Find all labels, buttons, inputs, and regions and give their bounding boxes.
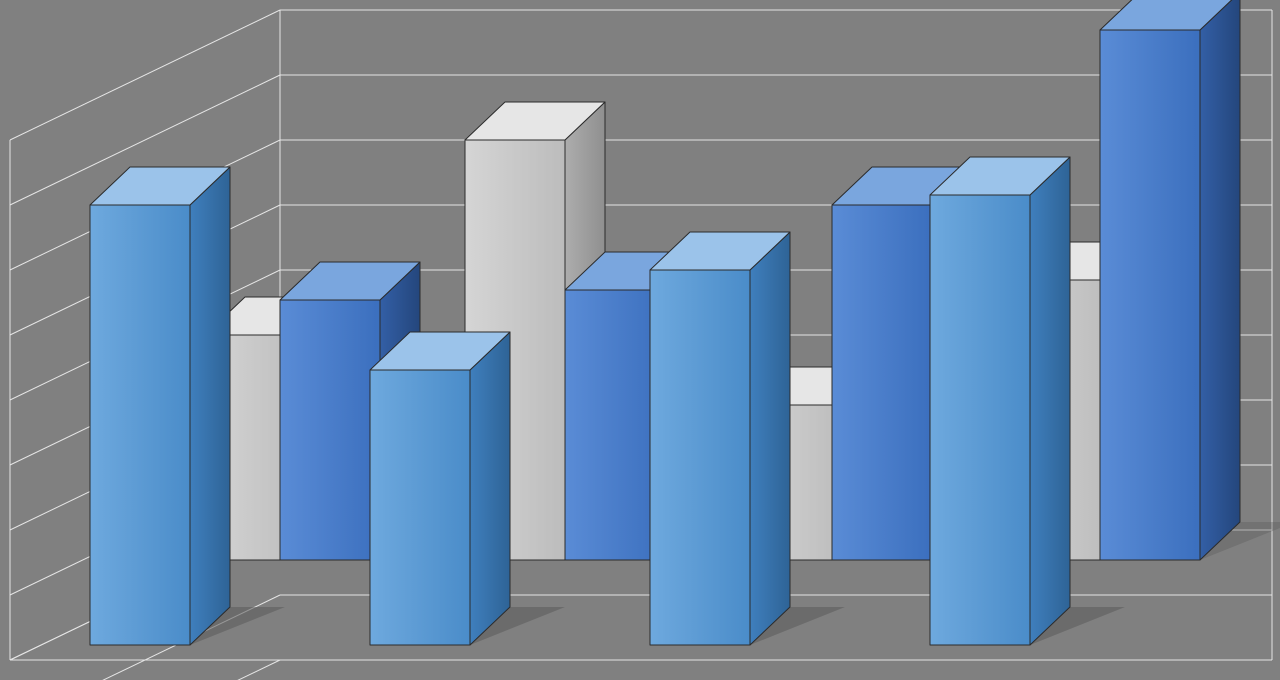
bar-blue_light [370, 332, 510, 645]
bar-blue_deep [1100, 0, 1240, 560]
bar-blue_light [930, 157, 1070, 645]
bar-chart-3d [0, 0, 1280, 680]
bar-blue_light [90, 167, 230, 645]
bar-blue_light [650, 232, 790, 645]
